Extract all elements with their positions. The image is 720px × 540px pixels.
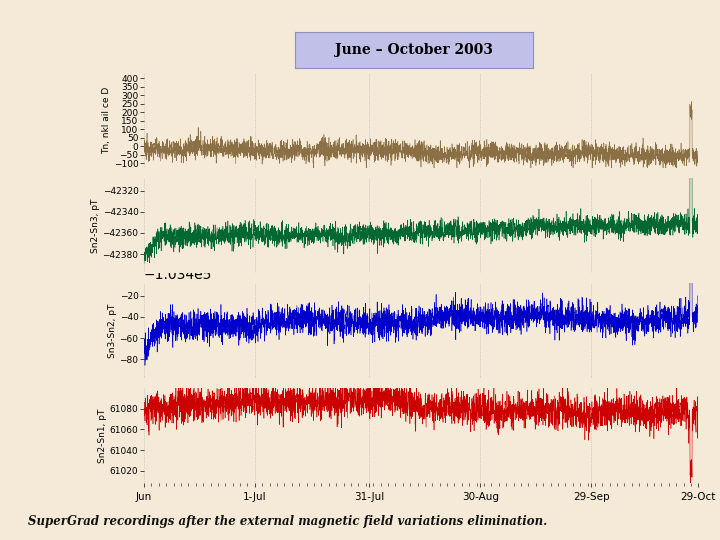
Y-axis label: Sn3-Sn2, pT: Sn3-Sn2, pT bbox=[108, 303, 117, 358]
Y-axis label: Tn, nkl ail ce D: Tn, nkl ail ce D bbox=[102, 87, 111, 154]
Y-axis label: Sn2-Sn1, pT: Sn2-Sn1, pT bbox=[98, 408, 107, 463]
Text: SuperGrad recordings after the external magnetic field variations elimination.: SuperGrad recordings after the external … bbox=[28, 515, 548, 528]
Y-axis label: Sn2-Sn3, pT: Sn2-Sn3, pT bbox=[91, 198, 99, 253]
Text: June – October 2003: June – October 2003 bbox=[335, 43, 493, 57]
